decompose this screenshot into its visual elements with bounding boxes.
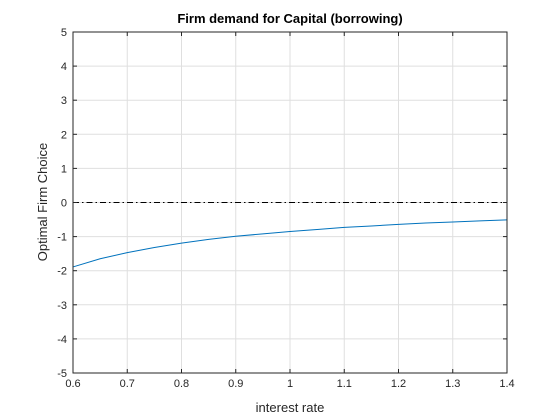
x-tick-label: 0.9 — [228, 378, 243, 390]
y-tick-label: -3 — [57, 300, 67, 312]
y-tick-label: 0 — [61, 198, 67, 210]
x-tick-label: 1.4 — [499, 378, 514, 390]
y-axis-label: Optimal Firm Choice — [35, 143, 50, 261]
y-tick-label: 4 — [61, 61, 67, 73]
x-tick-label: 0.7 — [120, 378, 135, 390]
x-tick-label: 0.6 — [65, 378, 80, 390]
x-tick-label: 1.2 — [391, 378, 406, 390]
x-tick-labels: 0.6 0.7 0.8 0.9 1 1.1 1.2 1.3 1.4 — [65, 378, 514, 390]
y-tick-label: -5 — [57, 368, 67, 380]
x-tick-label: 0.8 — [174, 378, 189, 390]
y-tick-label: 2 — [61, 129, 67, 141]
x-axis-label: interest rate — [256, 400, 325, 415]
y-tick-label: -2 — [57, 266, 67, 278]
y-tick-label: 3 — [61, 95, 67, 107]
x-tick-label: 1.3 — [445, 378, 460, 390]
y-tick-label: 1 — [61, 163, 67, 175]
y-tick-label: -4 — [57, 334, 67, 346]
x-tick-label: 1.1 — [337, 378, 352, 390]
y-tick-label: -1 — [57, 232, 67, 244]
y-tick-label: 5 — [61, 27, 67, 39]
x-tick-label: 1 — [287, 378, 293, 390]
chart-title: Firm demand for Capital (borrowing) — [177, 11, 402, 26]
